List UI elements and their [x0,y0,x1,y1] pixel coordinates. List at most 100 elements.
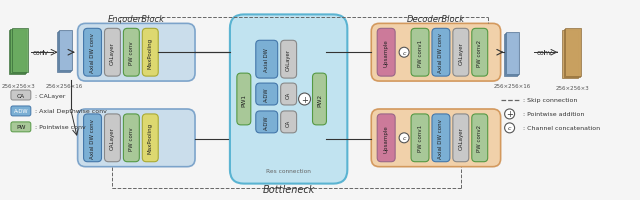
Text: : Skip connection: : Skip connection [522,98,577,103]
FancyBboxPatch shape [104,29,120,77]
Circle shape [299,94,310,105]
FancyBboxPatch shape [281,111,296,133]
FancyBboxPatch shape [230,15,348,184]
Text: CALayer: CALayer [110,42,115,64]
Text: 256×256×16: 256×256×16 [46,83,83,88]
Text: : CALayer: : CALayer [35,93,65,98]
Text: MaxPooling: MaxPooling [148,37,153,68]
Text: CALayer: CALayer [458,127,463,150]
Bar [563,31,579,79]
Text: Axial DW conv: Axial DW conv [90,33,95,73]
Text: c: c [403,50,406,55]
Text: A-DW: A-DW [13,109,28,114]
Text: PW conv: PW conv [129,41,134,65]
FancyBboxPatch shape [411,29,429,77]
Bar [565,29,581,76]
FancyBboxPatch shape [472,29,488,77]
FancyBboxPatch shape [11,91,31,100]
FancyBboxPatch shape [453,29,468,77]
Text: Axial DW conv: Axial DW conv [438,33,444,73]
Circle shape [504,109,515,119]
FancyBboxPatch shape [377,29,395,77]
Bar [10,30,26,74]
Bar [57,33,70,73]
Text: Res connection: Res connection [266,168,311,173]
Text: CALayer: CALayer [110,127,115,150]
Text: 256×256×3: 256×256×3 [556,85,589,90]
Circle shape [504,123,515,133]
FancyBboxPatch shape [312,74,326,125]
Text: 256×256×3: 256×256×3 [2,83,36,88]
Text: : Channel concatenation: : Channel concatenation [522,126,600,131]
Text: PW2: PW2 [317,93,322,106]
FancyBboxPatch shape [256,111,278,133]
Text: Axial DW conv: Axial DW conv [438,118,444,158]
Circle shape [399,48,409,58]
Text: +: + [301,95,308,104]
Text: PW conv1: PW conv1 [417,125,422,152]
FancyBboxPatch shape [371,109,500,167]
Text: PW conv1: PW conv1 [417,39,422,66]
Text: c: c [403,136,406,141]
Text: : Axial Depthwise conv: : Axial Depthwise conv [35,109,107,114]
Text: : Pointwise conv: : Pointwise conv [35,125,86,130]
FancyBboxPatch shape [453,114,468,162]
FancyBboxPatch shape [432,114,450,162]
Text: A-DW: A-DW [264,115,269,130]
Text: Axial DW conv: Axial DW conv [90,118,95,158]
Text: PW conv: PW conv [129,126,134,150]
FancyBboxPatch shape [256,41,278,79]
FancyBboxPatch shape [142,29,158,77]
FancyBboxPatch shape [77,24,195,82]
FancyBboxPatch shape [281,84,296,105]
FancyBboxPatch shape [432,29,450,77]
FancyBboxPatch shape [124,29,140,77]
Bar [505,34,518,76]
Text: CA: CA [286,119,291,126]
FancyBboxPatch shape [371,24,500,82]
Bar [9,31,25,75]
Text: EncoderBlock: EncoderBlock [108,15,165,24]
Bar [12,29,28,73]
Text: conv: conv [33,50,49,56]
Text: Bottleneck: Bottleneck [262,184,315,194]
Text: 256×256×16: 256×256×16 [494,83,531,88]
Text: PW1: PW1 [241,93,246,106]
FancyBboxPatch shape [84,29,102,77]
Text: : Pointwise addition: : Pointwise addition [522,112,584,117]
Text: CALayer: CALayer [458,42,463,64]
Text: CALayer: CALayer [286,49,291,71]
Text: MaxPooling: MaxPooling [148,123,153,154]
FancyBboxPatch shape [124,114,140,162]
Text: CA: CA [17,93,25,98]
Bar [58,32,71,72]
FancyBboxPatch shape [472,114,488,162]
FancyBboxPatch shape [377,114,395,162]
FancyBboxPatch shape [411,114,429,162]
Text: +: + [506,110,513,119]
FancyBboxPatch shape [104,114,120,162]
Text: A-DW: A-DW [264,87,269,102]
Text: c: c [508,126,511,131]
Text: DecoderBlock: DecoderBlock [407,15,465,24]
Text: CA: CA [286,91,291,98]
Bar [504,35,516,77]
FancyBboxPatch shape [11,122,31,132]
Text: PW conv2: PW conv2 [477,39,483,66]
Bar [60,31,72,71]
FancyBboxPatch shape [77,109,195,167]
Text: conv: conv [536,50,552,56]
FancyBboxPatch shape [11,106,31,116]
FancyBboxPatch shape [84,114,102,162]
FancyBboxPatch shape [142,114,158,162]
FancyBboxPatch shape [281,41,296,79]
Text: PW: PW [16,125,26,130]
FancyBboxPatch shape [256,84,278,105]
Circle shape [399,133,409,143]
Text: Axial DW: Axial DW [264,48,269,72]
Bar [506,33,519,74]
Text: PW conv2: PW conv2 [477,125,483,152]
Text: Upsample: Upsample [383,39,388,67]
FancyBboxPatch shape [237,74,251,125]
Text: Upsample: Upsample [383,124,388,152]
